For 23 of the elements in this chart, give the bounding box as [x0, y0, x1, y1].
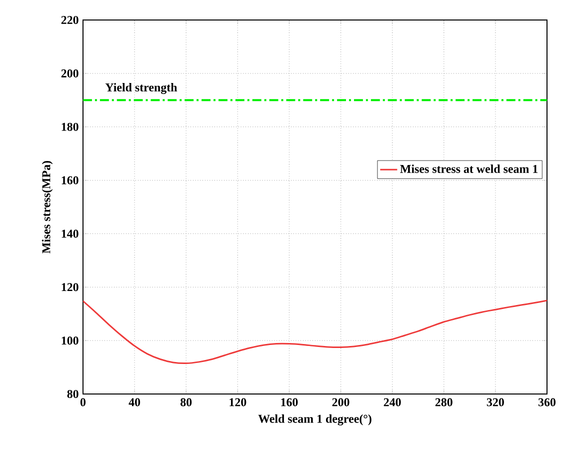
x-tick-label: 160	[281, 398, 298, 406]
x-tick-label: 320	[486, 398, 504, 406]
ref-line-label: Yield strength	[105, 83, 178, 94]
x-tick-label: 240	[384, 398, 401, 406]
y-tick-label: 200	[61, 69, 78, 78]
y-axis-title: Mises stress(MPa)	[42, 160, 53, 254]
y-tick-label: 100	[62, 336, 78, 345]
x-tick-label: 80	[180, 398, 192, 406]
line-series	[83, 300, 548, 364]
x-tick-label: 200	[332, 398, 350, 406]
x-tick-label: 120	[230, 398, 246, 406]
y-tick-label: 120	[62, 283, 78, 292]
x-tick-label: 280	[435, 398, 452, 406]
x-tick-label: 40	[128, 398, 140, 406]
y-tick-label: 80	[67, 390, 78, 398]
y-tick-label: 140	[62, 230, 78, 238]
y-tick-label: 220	[61, 16, 78, 24]
x-axis-title: Weld seam 1 degree(°)	[258, 414, 372, 426]
legend-label: Mises stress at weld seam 1	[400, 164, 538, 173]
x-tick-label: 360	[538, 398, 556, 406]
y-tick-label: 180	[62, 122, 78, 131]
x-tick-label: 0	[80, 398, 86, 406]
y-tick-label: 160	[62, 176, 78, 184]
